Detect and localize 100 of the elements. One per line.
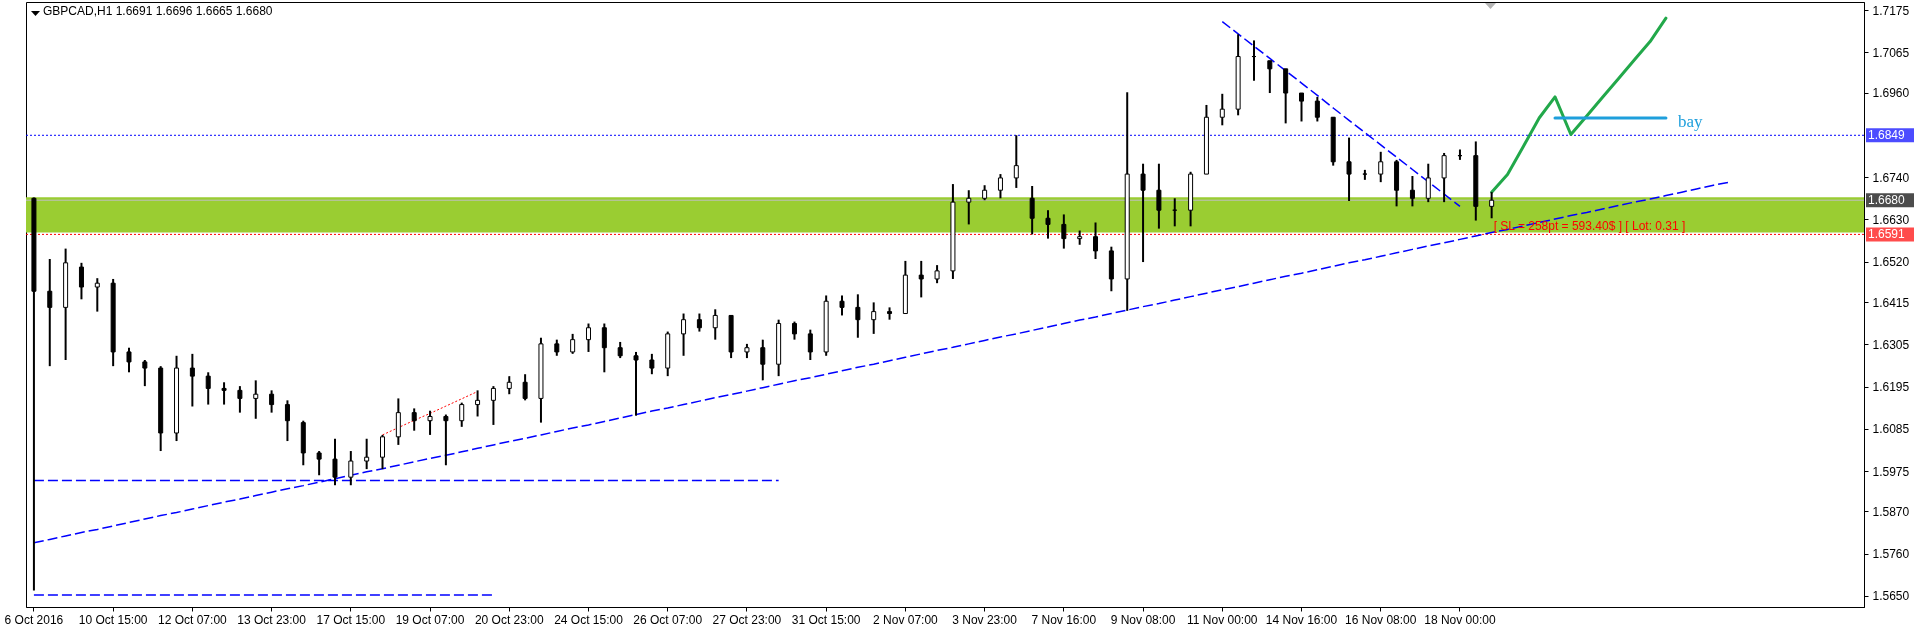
candlestick — [189, 352, 195, 408]
candlestick — [966, 189, 972, 226]
candlestick — [570, 332, 576, 355]
candlestick — [443, 413, 449, 467]
x-tick-label: 12 Oct 07:00 — [158, 612, 228, 627]
candlestick — [78, 261, 84, 301]
y-tick-label: 1.6960 — [1872, 86, 1910, 101]
y-tick-label: 1.5760 — [1872, 547, 1910, 562]
y-tick-label: 1.6520 — [1872, 255, 1910, 270]
annotation: [ SL = 258pt = 593.40$ ] [ Lot: 0.31 ] — [1493, 219, 1686, 234]
y-tick-label: 1.6195 — [1872, 380, 1910, 395]
candlestick — [253, 379, 259, 420]
x-tick-label: 13 Oct 23:00 — [237, 612, 307, 627]
candlestick — [855, 293, 861, 339]
candlestick — [269, 389, 275, 414]
candlestick — [871, 301, 877, 335]
x-tick-label: 2 Nov 07:00 — [873, 612, 939, 627]
candlestick — [364, 437, 370, 471]
candlestick — [1029, 185, 1035, 236]
candlestick — [1013, 134, 1019, 189]
y-tick-label: 1.6740 — [1872, 170, 1910, 185]
chart-title: GBPCAD,H1 1.6691 1.6696 1.6665 1.6680 — [43, 4, 273, 18]
candlestick — [1314, 95, 1320, 123]
candlestick — [1061, 213, 1067, 250]
candlestick — [1346, 136, 1352, 202]
x-tick-label: 14 Nov 16:00 — [1265, 612, 1338, 627]
x-tick-label: 17 Oct 15:00 — [316, 612, 386, 627]
x-tick-label: 19 Oct 07:00 — [395, 612, 465, 627]
candlestick — [522, 373, 528, 402]
y-tick-label: 1.5650 — [1872, 589, 1910, 604]
y-tick-label: 1.7065 — [1872, 45, 1910, 60]
candlestick — [94, 277, 100, 313]
y-tick-label: 1.6415 — [1872, 295, 1910, 310]
candlestick — [1409, 175, 1415, 208]
candlestick — [205, 371, 211, 406]
candlestick — [760, 338, 766, 382]
candlestick — [411, 407, 417, 432]
x-tick-label: 31 Oct 15:00 — [791, 612, 861, 627]
ref-line-label: 1.6680 — [1868, 193, 1906, 208]
x-tick-label: 11 Nov 00:00 — [1187, 612, 1258, 627]
candlestick — [490, 385, 496, 426]
candlestick — [1299, 92, 1305, 123]
line-series — [1490, 16, 1668, 194]
candlestick — [348, 450, 354, 487]
candlestick — [1093, 221, 1099, 260]
candlestick — [918, 259, 924, 299]
x-tick-label: 24 Oct 15:00 — [554, 612, 624, 627]
candlestick — [839, 294, 845, 317]
candlestick — [585, 322, 591, 353]
candlestick — [1489, 191, 1495, 220]
candlestick — [1140, 162, 1146, 264]
candlestick — [459, 401, 465, 428]
candlestick — [791, 320, 797, 341]
candlestick — [934, 264, 940, 285]
candlestick — [380, 433, 386, 471]
y-tick-label: 1.7175 — [1872, 3, 1910, 18]
candlestick — [997, 173, 1003, 200]
candlestick — [475, 389, 481, 418]
candlestick — [601, 322, 607, 374]
candlestick — [712, 308, 718, 341]
x-tick-label: 7 Nov 16:00 — [1031, 612, 1097, 627]
x-tick-label: 16 Nov 08:00 — [1345, 612, 1417, 627]
ref-line-label: 1.6849 — [1868, 128, 1906, 143]
candlestick — [1156, 162, 1162, 230]
x-tick-label: 26 Oct 07:00 — [633, 612, 703, 627]
candlestick — [142, 359, 148, 388]
candlestick — [1425, 162, 1431, 204]
candlestick — [316, 450, 322, 477]
x-tick-label: 18 Nov 00:00 — [1424, 612, 1496, 627]
y-tick-label: 1.6085 — [1872, 422, 1910, 437]
candlestick — [681, 312, 687, 357]
x-tick-label: 9 Nov 08:00 — [1110, 612, 1176, 627]
y-tick-label: 1.5870 — [1872, 504, 1910, 519]
candlestick — [1441, 151, 1447, 204]
candlestick — [633, 350, 639, 417]
x-tick-label: 10 Oct 15:00 — [78, 612, 148, 627]
candlestick — [1267, 59, 1273, 95]
candlestick — [1219, 92, 1225, 127]
candlestick — [506, 375, 512, 396]
candlestick — [427, 409, 433, 436]
candlestick — [332, 437, 338, 487]
candlestick — [221, 381, 227, 406]
candlestick — [1378, 150, 1384, 184]
candlestick — [237, 385, 243, 414]
x-tick-label: 20 Oct 23:00 — [474, 612, 544, 627]
candlestick — [126, 346, 132, 374]
y-tick-label: 1.6630 — [1872, 212, 1910, 227]
y-tick-label: 1.5975 — [1872, 464, 1910, 479]
x-tick-label: 27 Oct 23:00 — [712, 612, 782, 627]
candlestick — [649, 352, 655, 376]
ref-line-label: 1.6591 — [1868, 227, 1906, 242]
x-tick-label: 3 Nov 23:00 — [952, 612, 1018, 627]
candlestick — [696, 312, 702, 333]
candlestick — [47, 257, 53, 368]
candlestick — [807, 328, 813, 362]
x-tick-label: 6 Oct 2016 — [4, 612, 64, 627]
candlestick — [1045, 209, 1051, 240]
y-tick-label: 1.6305 — [1872, 337, 1910, 352]
series-label: bay — [1677, 112, 1703, 132]
line-series — [33, 181, 1731, 544]
